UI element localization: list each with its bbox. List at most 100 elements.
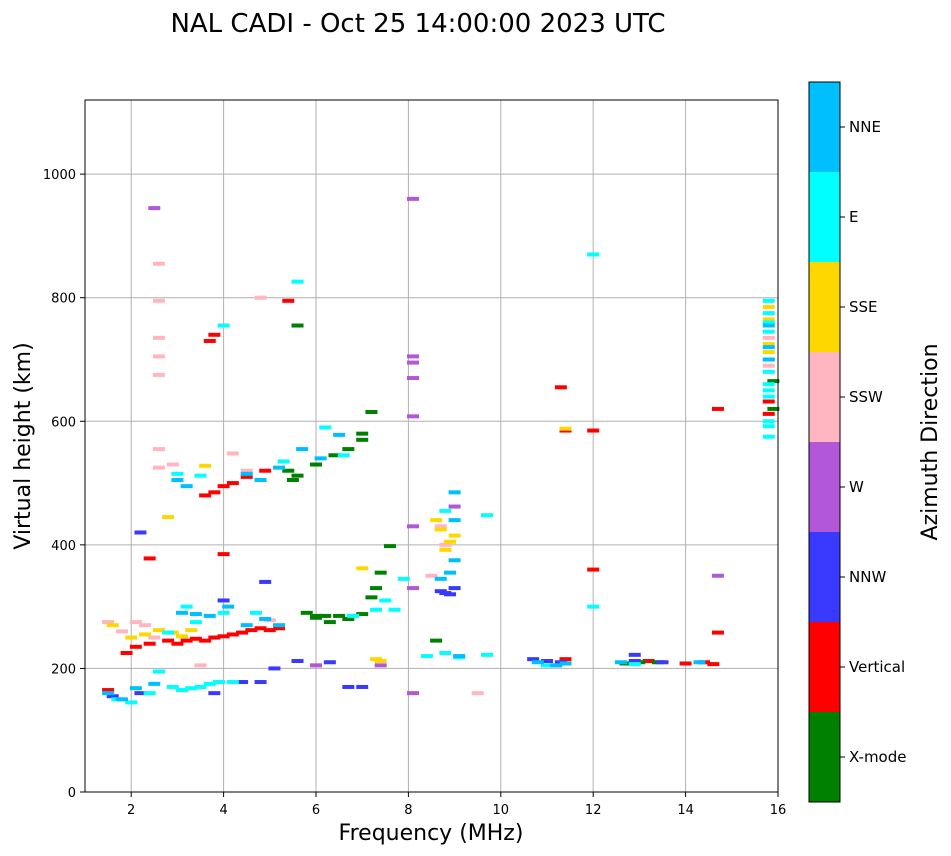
colorbar-swatch xyxy=(809,712,840,802)
data-point-e xyxy=(319,425,332,430)
data-point-e xyxy=(762,298,775,303)
data-point-x-mode xyxy=(767,379,780,384)
data-point-nne xyxy=(222,604,235,609)
data-point-sse xyxy=(374,659,387,664)
data-point-nne xyxy=(129,686,142,691)
colorbar-swatch xyxy=(809,82,840,172)
data-point-e xyxy=(480,652,493,657)
data-point-nnw xyxy=(217,598,230,603)
data-point-vertical xyxy=(254,626,267,631)
data-point-vertical xyxy=(208,490,221,495)
data-point-nne xyxy=(550,663,563,668)
data-point-sse xyxy=(434,527,447,532)
data-point-nne xyxy=(762,357,775,362)
x-axis-label: Frequency (MHz) xyxy=(339,821,524,846)
data-point-nnw xyxy=(541,659,553,664)
data-point-w xyxy=(407,354,420,359)
data-point-vertical xyxy=(273,626,286,631)
data-point-x-mode xyxy=(291,473,304,478)
data-point-nnw xyxy=(291,659,304,664)
colorbar-tick-label: SSW xyxy=(849,388,883,406)
colorbar-label: Azimuth Direction xyxy=(918,343,943,540)
colorbar-swatch xyxy=(809,622,840,712)
data-point-nne xyxy=(240,471,253,476)
data-point-e xyxy=(762,394,775,399)
colorbar-frame xyxy=(808,81,841,803)
data-point-e xyxy=(194,684,207,689)
data-point-x-mode xyxy=(310,613,322,618)
y-tick-label: 200 xyxy=(51,662,76,677)
data-point-vertical xyxy=(171,641,184,646)
data-point-nne xyxy=(259,617,272,621)
data-point-e xyxy=(125,700,138,705)
data-point-vertical xyxy=(217,484,230,489)
data-point-ssw xyxy=(152,335,165,340)
data-point-vertical xyxy=(587,567,600,572)
data-point-sse xyxy=(430,518,443,523)
data-point-nne xyxy=(148,681,161,686)
data-point-vertical xyxy=(236,630,249,635)
data-point-e xyxy=(217,610,230,615)
data-point-nnw xyxy=(134,530,147,535)
data-point-e xyxy=(628,662,641,667)
axis-ticks: 2 4 6 8 10 12 14 16 0 200 400 600 800 1000 xyxy=(43,168,786,818)
data-point-vertical xyxy=(762,411,775,416)
data-point-nnw xyxy=(236,680,249,685)
data-point-x-mode xyxy=(365,595,378,600)
data-point-nnw xyxy=(656,660,669,665)
grid-lines xyxy=(85,100,779,793)
data-point-ssw xyxy=(129,620,142,625)
data-point-vertical xyxy=(129,644,142,649)
colorbar-tick-label: SSE xyxy=(849,298,878,316)
x-tick-label: 10 xyxy=(493,803,510,818)
data-point-nne xyxy=(614,660,627,665)
data-point-nne xyxy=(443,570,456,575)
data-point-e xyxy=(587,252,600,257)
data-point-x-mode xyxy=(300,610,313,615)
data-point-ssw xyxy=(166,462,179,467)
data-point-vertical xyxy=(554,385,567,390)
data-point-vertical xyxy=(199,493,212,498)
data-point-sse xyxy=(125,635,138,640)
data-point-sse xyxy=(762,350,775,355)
data-point-x-mode xyxy=(356,612,369,617)
data-point-e xyxy=(370,607,383,612)
data-point-nne xyxy=(314,456,327,461)
data-point-e xyxy=(180,604,193,609)
data-point-w xyxy=(407,376,420,381)
data-point-nnw xyxy=(323,660,336,665)
data-point-nne xyxy=(115,697,128,702)
data-point-e xyxy=(397,576,410,581)
data-point-e xyxy=(277,459,290,464)
data-point-vertical xyxy=(217,634,230,639)
data-point-vertical xyxy=(240,474,253,479)
y-tick-label: 400 xyxy=(51,539,76,554)
data-point-w xyxy=(407,524,420,529)
data-point-e xyxy=(346,613,359,618)
data-point-vertical xyxy=(259,468,272,473)
data-point-e xyxy=(439,650,452,655)
data-point-nne xyxy=(296,447,309,452)
data-point-e xyxy=(762,434,775,439)
data-point-e xyxy=(185,686,198,691)
data-point-e xyxy=(587,604,600,609)
data-point-e xyxy=(152,669,165,674)
y-tick-label: 1000 xyxy=(43,168,76,183)
data-point-ssw xyxy=(194,663,207,668)
data-point-e xyxy=(541,663,553,668)
data-point-e xyxy=(762,320,775,325)
data-point-e xyxy=(189,620,202,625)
data-point-x-mode xyxy=(383,544,396,549)
data-point-vertical xyxy=(180,638,193,643)
colorbar-tick-label: Vertical xyxy=(849,658,905,676)
data-point-nne xyxy=(448,518,461,523)
data-point-vertical xyxy=(199,638,212,643)
data-point-nne xyxy=(254,477,267,482)
data-point-nnw xyxy=(356,684,369,689)
data-point-e xyxy=(762,419,775,424)
data-point-vertical xyxy=(217,552,230,557)
data-point-nne xyxy=(333,432,346,437)
data-point-sse xyxy=(356,566,369,571)
data-point-vertical xyxy=(120,650,133,655)
x-tick-label: 4 xyxy=(219,803,227,818)
